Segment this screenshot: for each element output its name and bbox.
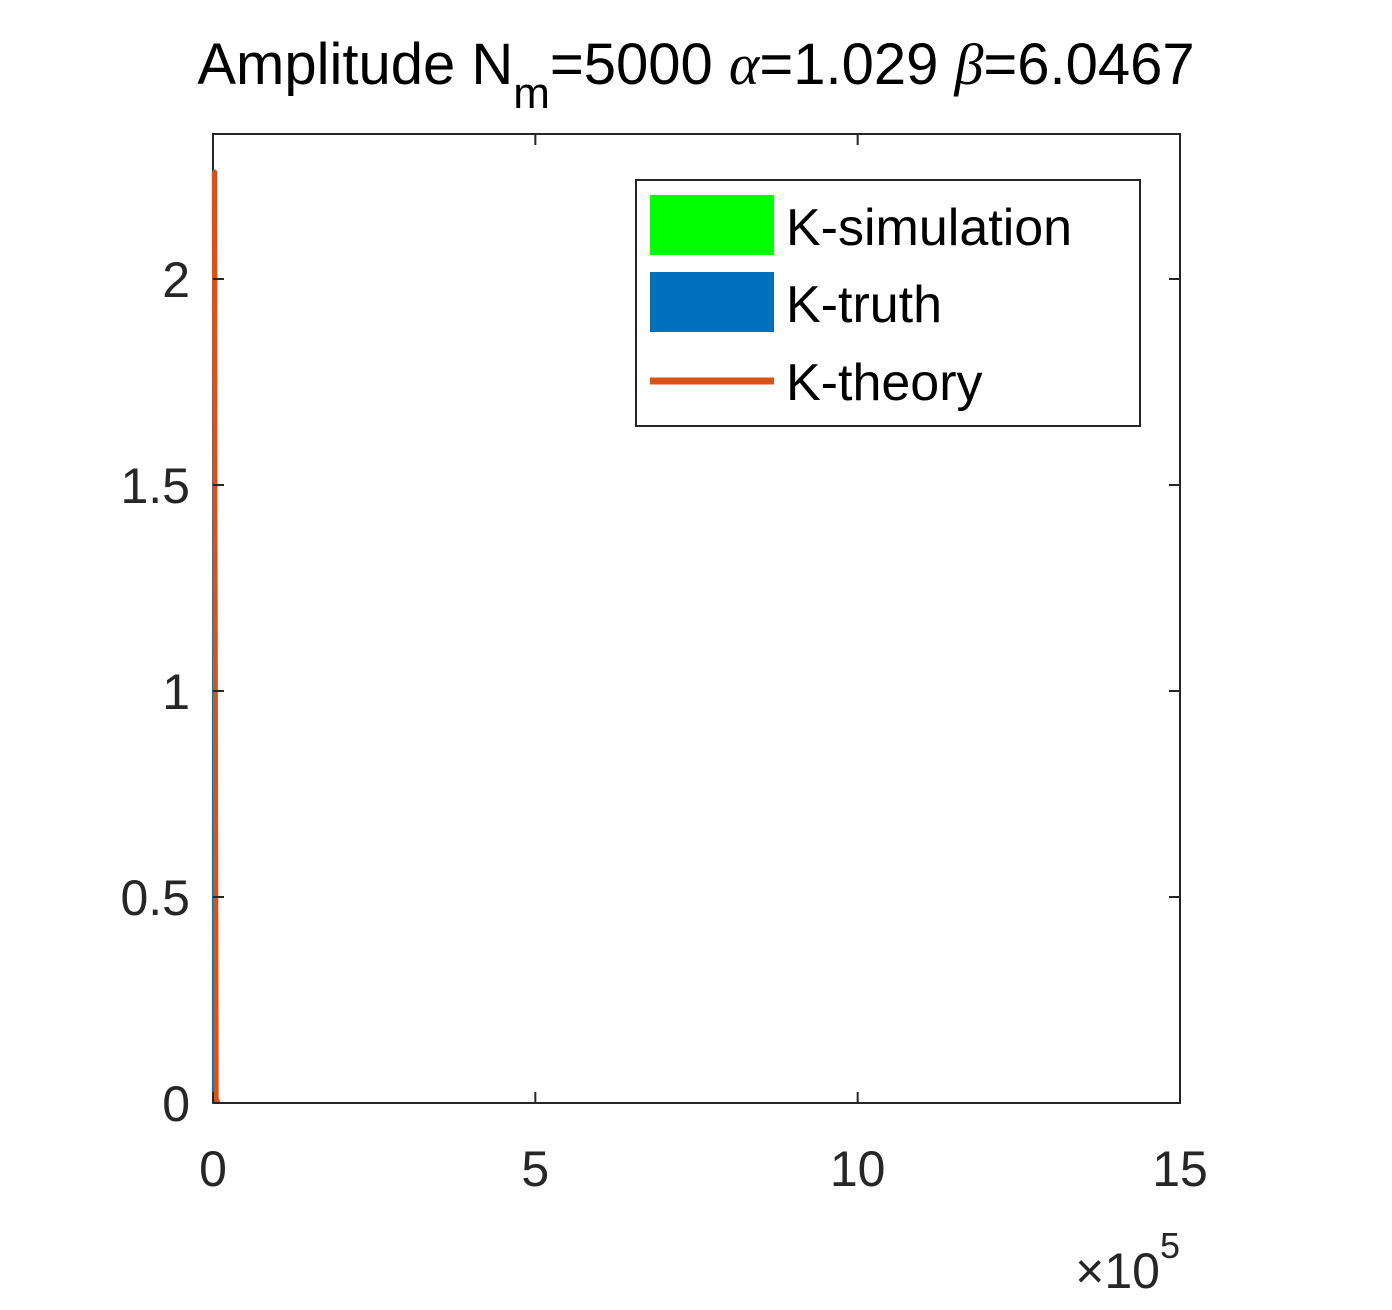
title-beta-symbol: β bbox=[954, 32, 984, 97]
title-subscript: m bbox=[513, 69, 550, 118]
legend-swatch-k-simulation bbox=[650, 195, 774, 255]
legend: K-simulation K-truth K-theory bbox=[635, 179, 1141, 427]
chart-title: Amplitude Nm=5000 α=1.029 β=6.0467 bbox=[197, 32, 1194, 118]
legend-swatch-k-truth bbox=[650, 272, 774, 332]
title-alpha-symbol: α bbox=[729, 32, 761, 97]
x-tick-label-3: 15 bbox=[1152, 1141, 1208, 1197]
x-tick-labels: 0 5 10 15 bbox=[199, 1141, 1208, 1197]
y-tick-labels: 0 0.5 1 1.5 2 bbox=[120, 252, 190, 1132]
x-tick-label-1: 5 bbox=[521, 1141, 549, 1197]
title-part3: =6.0467 bbox=[983, 32, 1194, 97]
x-axis-exponent: ×105 bbox=[1075, 1225, 1180, 1299]
series-k-theory bbox=[211, 169, 221, 1105]
legend-label-k-simulation: K-simulation bbox=[786, 199, 1072, 257]
y-tick-label-0: 0 bbox=[162, 1076, 190, 1132]
title-part1: =5000 bbox=[550, 32, 729, 97]
title-prefix: Amplitude N bbox=[197, 32, 513, 97]
legend-label-k-truth: K-truth bbox=[786, 276, 942, 334]
title-part2: =1.029 bbox=[759, 32, 954, 97]
y-tick-label-2: 1 bbox=[162, 664, 190, 720]
x-tick-label-0: 0 bbox=[199, 1141, 227, 1197]
y-tick-label-3: 1.5 bbox=[120, 458, 190, 514]
x-exponent-times: × bbox=[1075, 1243, 1104, 1299]
y-tick-label-1: 0.5 bbox=[120, 870, 190, 926]
tick-layer bbox=[212, 134, 1181, 1104]
legend-entries: K-simulation K-truth K-theory bbox=[650, 195, 1072, 412]
x-exponent-power: 5 bbox=[1160, 1225, 1180, 1266]
x-exponent-base: 10 bbox=[1104, 1243, 1160, 1299]
y-tick-label-4: 2 bbox=[162, 252, 190, 308]
legend-label-k-theory: K-theory bbox=[786, 354, 983, 412]
x-tick-label-2: 10 bbox=[830, 1141, 886, 1197]
